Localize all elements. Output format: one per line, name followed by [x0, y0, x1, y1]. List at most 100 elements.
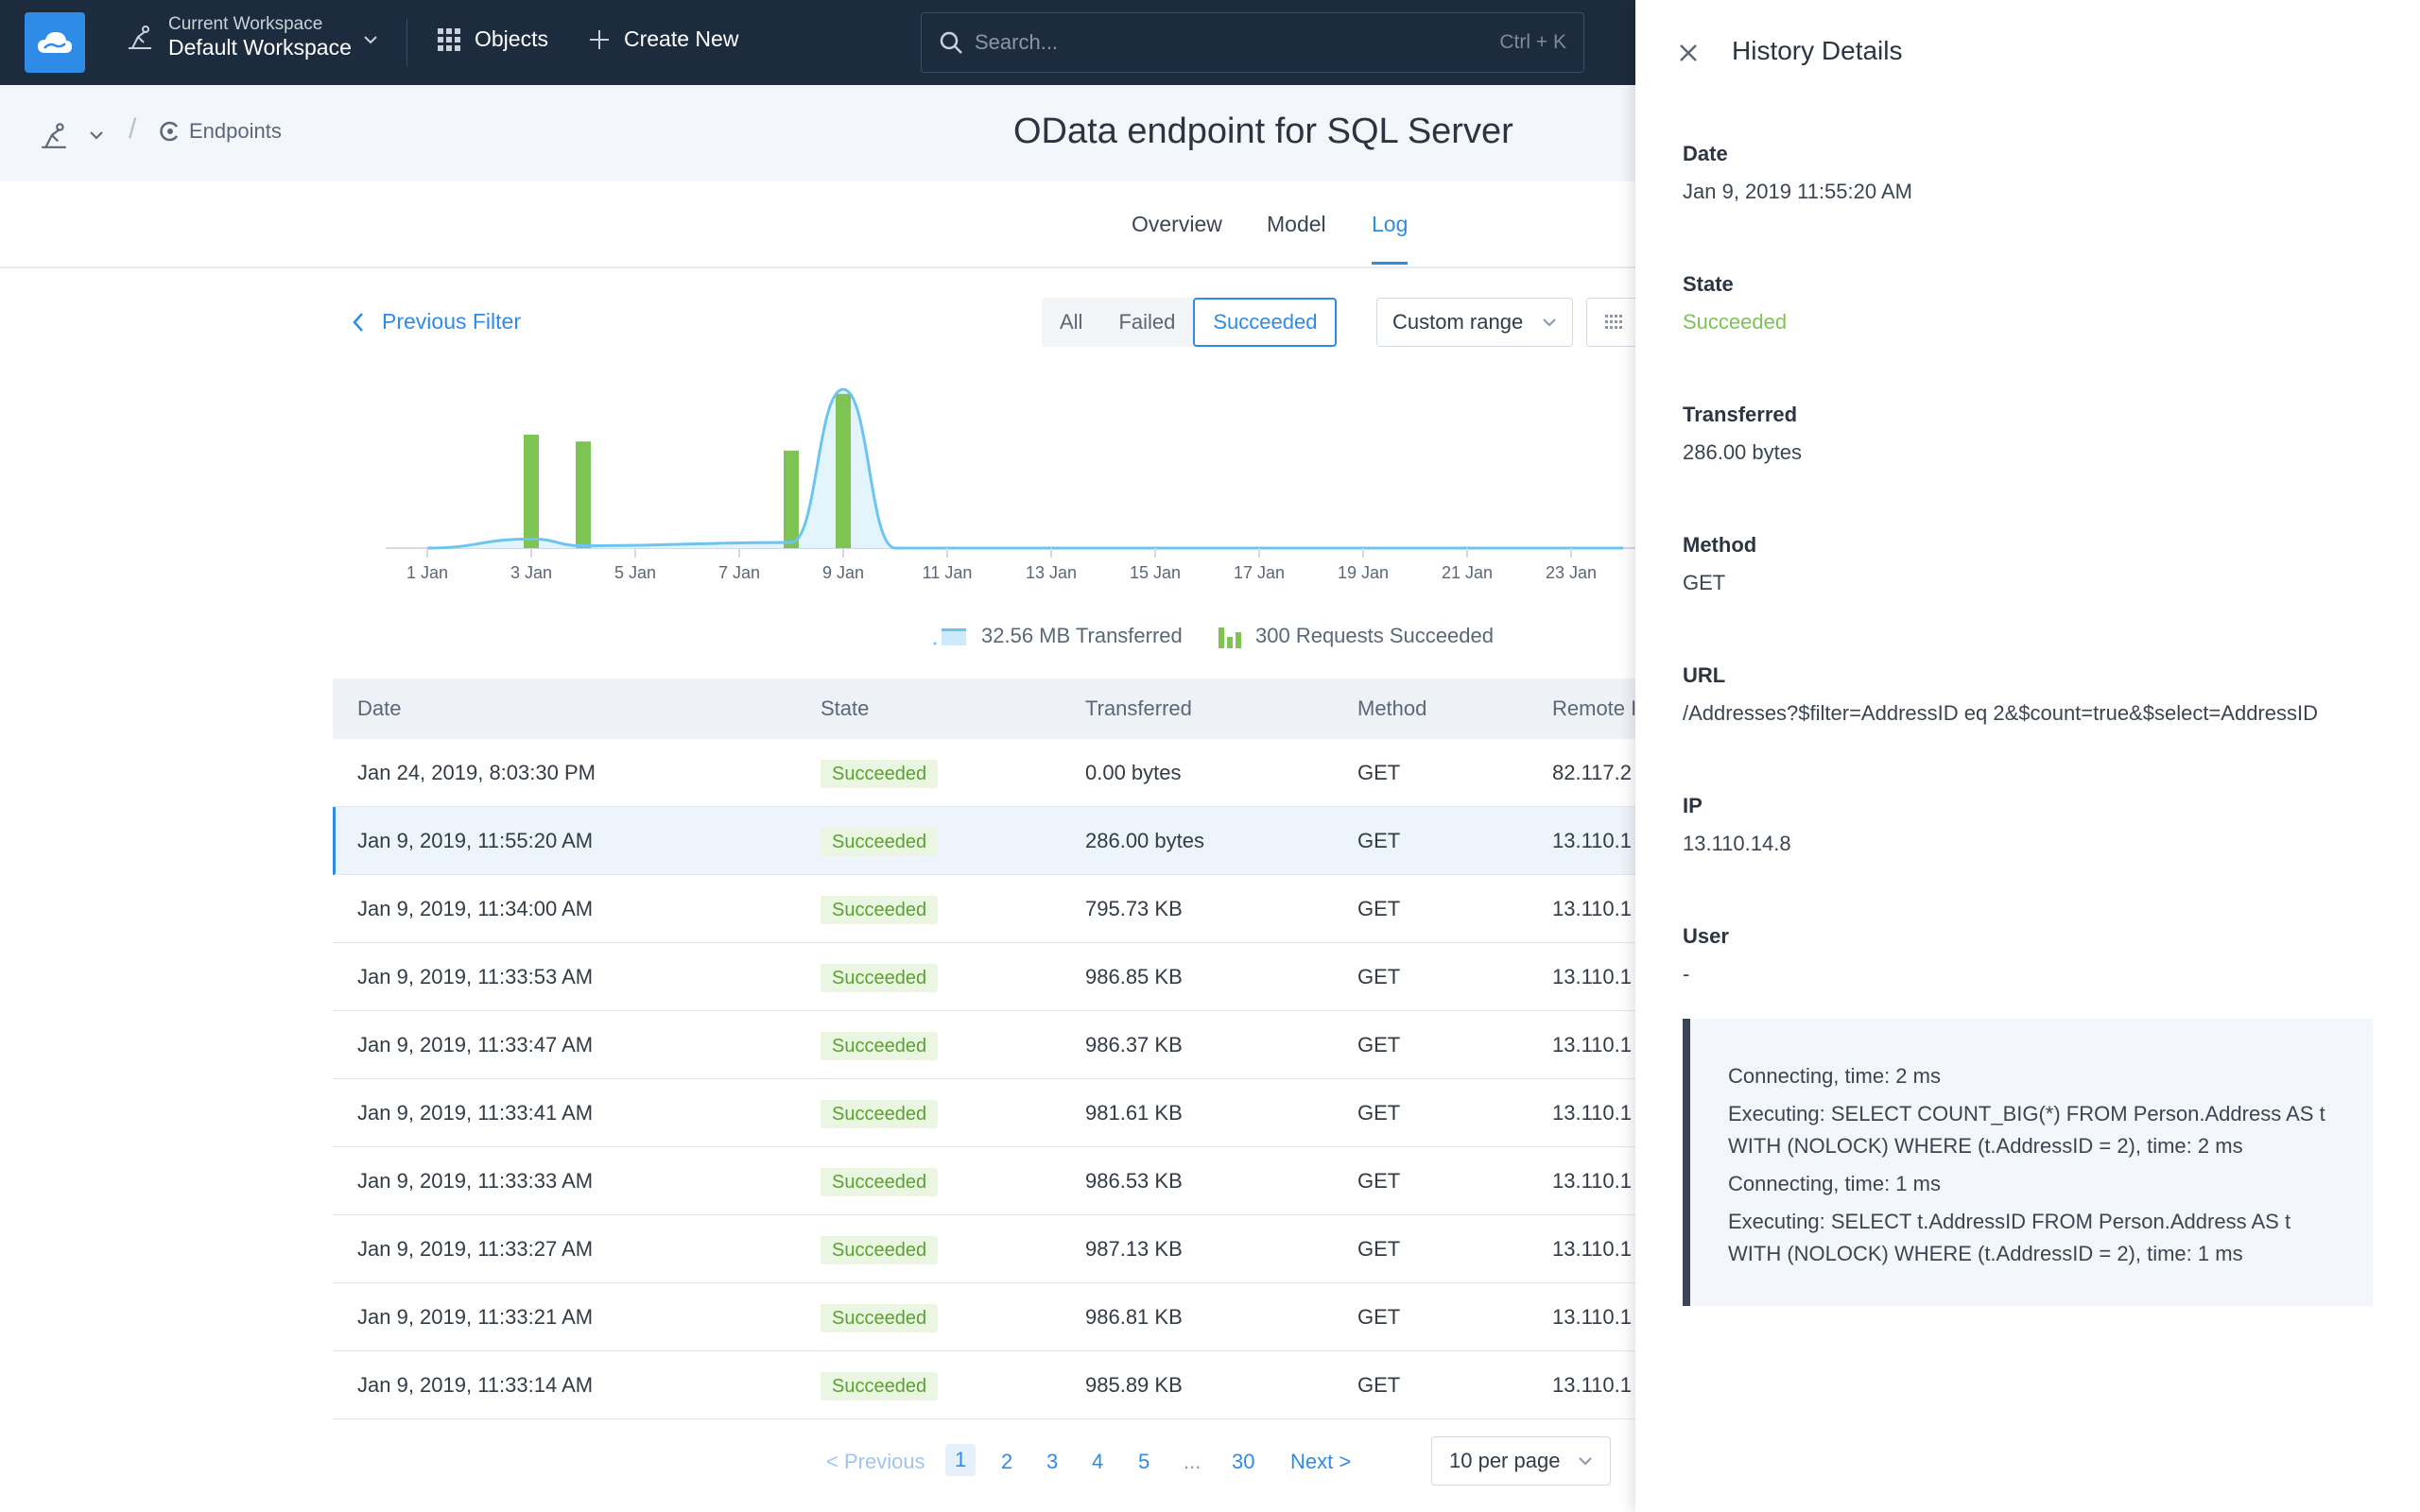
- search-input[interactable]: Search... Ctrl + K: [921, 12, 1584, 73]
- history-details-panel: History Details Date Jan 9, 2019 11:55:2…: [1635, 0, 2420, 1512]
- row-remote-ip: 13.110.1: [1552, 1237, 1633, 1261]
- row-transferred: 986.53 KB: [1085, 1169, 1183, 1193]
- previous-filter-label: Previous Filter: [382, 309, 521, 334]
- request-bar[interactable]: [524, 435, 539, 548]
- table-header: Date State Transferred Method Remote IP: [333, 679, 1635, 739]
- transferred-value: 286.00 bytes: [1683, 440, 1802, 464]
- x-tick-label: 21 Jan: [1442, 563, 1493, 582]
- filter-all[interactable]: All: [1060, 310, 1083, 334]
- search-icon: [940, 31, 962, 54]
- tab-overview[interactable]: Overview: [1132, 212, 1222, 236]
- status-badge: Succeeded: [821, 1168, 939, 1197]
- breadcrumb-workspace[interactable]: [38, 119, 104, 151]
- request-bar[interactable]: [836, 393, 851, 548]
- pager-page-3[interactable]: 3: [1046, 1450, 1059, 1473]
- transferred-line: [426, 387, 1623, 550]
- app-logo[interactable]: [25, 12, 85, 73]
- request-bar[interactable]: [784, 450, 799, 548]
- breadcrumb: / Endpoints: [0, 85, 1635, 181]
- endpoint-icon: [160, 121, 179, 142]
- row-remote-ip: 13.110.1: [1552, 829, 1633, 852]
- table-row[interactable]: Jan 9, 2019, 11:33:14 AM Succeeded 985.89 …: [333, 1351, 1635, 1419]
- table-row[interactable]: Jan 9, 2019, 11:34:00 AM Succeeded 795.73 …: [333, 875, 1635, 943]
- row-state: Succeeded: [821, 875, 939, 943]
- header-date[interactable]: Date: [357, 696, 402, 720]
- row-transferred: 981.61 KB: [1085, 1101, 1183, 1125]
- cloud-icon: [38, 32, 72, 53]
- tab-log[interactable]: Log: [1372, 212, 1409, 265]
- legend-requests-label: 300 Requests Succeeded: [1255, 624, 1494, 647]
- pager-page-1[interactable]: 1: [945, 1444, 977, 1476]
- header-method[interactable]: Method: [1357, 696, 1427, 720]
- chevron-down-icon: [1543, 318, 1556, 327]
- table-row[interactable]: Jan 9, 2019, 11:55:20 AM Succeeded 286.00 …: [333, 807, 1635, 875]
- status-badge: Succeeded: [821, 1032, 939, 1061]
- table-row[interactable]: Jan 9, 2019, 11:33:41 AM Succeeded 981.61 …: [333, 1079, 1635, 1147]
- table-row[interactable]: Jan 9, 2019, 11:33:33 AM Succeeded 986.53 …: [333, 1147, 1635, 1215]
- calendar-icon: [1605, 315, 1622, 329]
- x-tick-label: 9 Jan: [822, 563, 864, 582]
- legend-requests: 300 Requests Succeeded: [1218, 624, 1494, 648]
- table-row[interactable]: Jan 9, 2019, 11:33:53 AM Succeeded 986.85 …: [333, 943, 1635, 1011]
- area-legend-icon: [933, 628, 966, 645]
- table-row[interactable]: Jan 24, 2019, 8:03:30 PM Succeeded 0.00 by…: [333, 739, 1635, 807]
- row-date: Jan 9, 2019, 11:33:41 AM: [357, 1101, 594, 1125]
- x-tick-label: 1 Jan: [406, 563, 448, 582]
- filter-failed[interactable]: Failed: [1118, 310, 1176, 334]
- calendar-button[interactable]: [1586, 298, 1643, 347]
- row-state: Succeeded: [821, 739, 939, 807]
- row-state: Succeeded: [821, 943, 939, 1011]
- search-shortcut: Ctrl + K: [1499, 31, 1566, 53]
- topbar-divider: [406, 19, 407, 66]
- chevron-down-icon: [364, 36, 377, 44]
- pager-page-2[interactable]: 2: [1001, 1450, 1013, 1473]
- header-state[interactable]: State: [821, 696, 870, 720]
- row-date: Jan 9, 2019, 11:33:47 AM: [357, 1033, 594, 1057]
- create-new-button[interactable]: Create New: [588, 26, 738, 52]
- log-table: Date State Transferred Method Remote IP …: [333, 679, 1635, 1419]
- pager-previous[interactable]: < Previous: [826, 1450, 925, 1473]
- state-label: State: [1683, 272, 1734, 296]
- row-remote-ip: 82.117.2: [1552, 761, 1633, 784]
- pager-next[interactable]: Next >: [1290, 1450, 1352, 1473]
- per-page-select[interactable]: 10 per page: [1431, 1436, 1611, 1486]
- pager-page-5[interactable]: 5: [1138, 1450, 1150, 1473]
- objects-button[interactable]: Objects: [437, 26, 548, 52]
- row-transferred: 985.89 KB: [1085, 1373, 1183, 1397]
- filter-succeeded[interactable]: Succeeded: [1193, 298, 1338, 347]
- table-row[interactable]: Jan 9, 2019, 11:33:21 AM Succeeded 986.81 …: [333, 1283, 1635, 1351]
- x-tick-label: 13 Jan: [1026, 563, 1077, 582]
- log-line: Executing: SELECT COUNT_BIG(*) FROM Pers…: [1728, 1102, 2325, 1158]
- pager-page-30[interactable]: 30: [1232, 1450, 1255, 1473]
- tab-model[interactable]: Model: [1267, 212, 1326, 236]
- range-label: Custom range: [1392, 310, 1524, 334]
- row-state: Succeeded: [821, 1215, 939, 1283]
- row-method: GET: [1357, 1237, 1401, 1261]
- workspace-icon: [42, 123, 66, 148]
- plus-icon: [590, 29, 609, 49]
- log-line: Connecting, time: 1 ms: [1728, 1172, 1941, 1195]
- range-select[interactable]: Custom range: [1376, 298, 1573, 347]
- request-bar[interactable]: [576, 441, 591, 548]
- row-date: Jan 9, 2019, 11:33:14 AM: [357, 1373, 594, 1397]
- endpoints-label: Endpoints: [189, 119, 282, 143]
- table-row[interactable]: Jan 9, 2019, 11:33:47 AM Succeeded 986.37 …: [333, 1011, 1635, 1079]
- row-transferred: 986.85 KB: [1085, 965, 1183, 988]
- row-remote-ip: 13.110.1: [1552, 1305, 1633, 1329]
- header-remote-ip[interactable]: Remote IP: [1552, 696, 1635, 720]
- row-transferred: 286.00 bytes: [1085, 829, 1204, 852]
- row-transferred: 795.73 KB: [1085, 897, 1183, 920]
- pager-page-4[interactable]: 4: [1092, 1450, 1104, 1473]
- workspace-selector[interactable]: Current Workspace Default Workspace: [125, 15, 378, 59]
- status-badge: Succeeded: [821, 828, 939, 857]
- previous-filter-link[interactable]: Previous Filter: [352, 309, 521, 335]
- status-badge: Succeeded: [821, 964, 939, 993]
- row-remote-ip: 13.110.1: [1552, 965, 1633, 988]
- header-transferred[interactable]: Transferred: [1085, 696, 1192, 720]
- breadcrumb-endpoints[interactable]: Endpoints: [159, 119, 282, 144]
- close-icon[interactable]: [1677, 42, 1700, 64]
- table-row[interactable]: Jan 9, 2019, 11:33:27 AM Succeeded 987.13 …: [333, 1215, 1635, 1283]
- x-tick-label: 19 Jan: [1338, 563, 1389, 582]
- row-date: Jan 9, 2019, 11:33:21 AM: [357, 1305, 594, 1329]
- row-date: Jan 24, 2019, 8:03:30 PM: [357, 761, 596, 784]
